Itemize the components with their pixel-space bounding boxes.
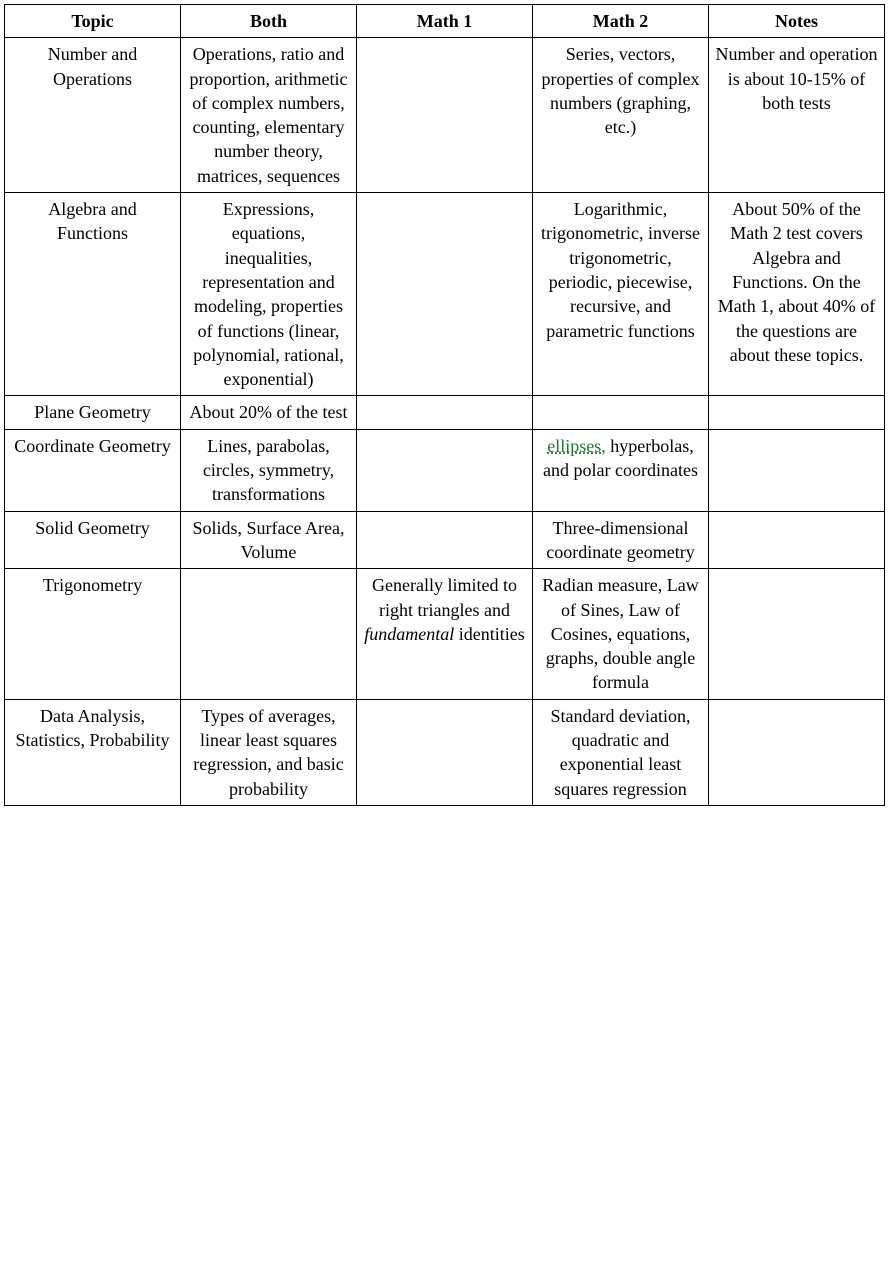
cell-math2: Logarithmic, trigonometric, inverse trig… bbox=[533, 193, 709, 396]
cell-notes: About 50% of the Math 2 test covers Alge… bbox=[709, 193, 885, 396]
col-header-math2: Math 2 bbox=[533, 5, 709, 38]
cell-math1 bbox=[357, 699, 533, 805]
italic-word: fundamental bbox=[364, 624, 454, 644]
cell-topic: Solid Geometry bbox=[5, 511, 181, 569]
table-row: Coordinate Geometry Lines, parabolas, ci… bbox=[5, 429, 885, 511]
table-row: Number and Operations Operations, ratio … bbox=[5, 38, 885, 193]
cell-math1 bbox=[357, 38, 533, 193]
table-row: Trigonometry Generally limited to right … bbox=[5, 569, 885, 699]
cell-text: identities bbox=[454, 624, 525, 644]
table-row: Data Analysis, Statistics, Probability T… bbox=[5, 699, 885, 805]
cell-both: Expressions, equations, inequalities, re… bbox=[181, 193, 357, 396]
cell-both: Lines, parabolas, circles, symmetry, tra… bbox=[181, 429, 357, 511]
col-header-math1: Math 1 bbox=[357, 5, 533, 38]
cell-math2: Series, vectors, properties of complex n… bbox=[533, 38, 709, 193]
cell-math1 bbox=[357, 396, 533, 429]
cell-topic: Coordinate Geometry bbox=[5, 429, 181, 511]
cell-math2: Radian measure, Law of Sines, Law of Cos… bbox=[533, 569, 709, 699]
cell-math1: Generally limited to right triangles and… bbox=[357, 569, 533, 699]
cell-notes bbox=[709, 429, 885, 511]
cell-text: Generally limited to right triangles and bbox=[372, 575, 517, 619]
table-row: Plane Geometry About 20% of the test bbox=[5, 396, 885, 429]
cell-math2: Three-dimensional coordinate geometry bbox=[533, 511, 709, 569]
table-header-row: Topic Both Math 1 Math 2 Notes bbox=[5, 5, 885, 38]
cell-topic: Algebra and Functions bbox=[5, 193, 181, 396]
cell-math1 bbox=[357, 429, 533, 511]
cell-math2 bbox=[533, 396, 709, 429]
cell-topic: Data Analysis, Statistics, Probability bbox=[5, 699, 181, 805]
cell-math1 bbox=[357, 193, 533, 396]
cell-notes bbox=[709, 699, 885, 805]
cell-notes bbox=[709, 511, 885, 569]
table-row: Solid Geometry Solids, Surface Area, Vol… bbox=[5, 511, 885, 569]
col-header-notes: Notes bbox=[709, 5, 885, 38]
cell-notes bbox=[709, 396, 885, 429]
cell-both: Types of averages, linear least squares … bbox=[181, 699, 357, 805]
cell-topic: Plane Geometry bbox=[5, 396, 181, 429]
col-header-topic: Topic bbox=[5, 5, 181, 38]
cell-notes: Number and operation is about 10-15% of … bbox=[709, 38, 885, 193]
cell-math1 bbox=[357, 511, 533, 569]
spellcheck-word: ellipses, bbox=[547, 436, 606, 456]
cell-both bbox=[181, 569, 357, 699]
cell-topic: Number and Operations bbox=[5, 38, 181, 193]
cell-both: Operations, ratio and proportion, arithm… bbox=[181, 38, 357, 193]
cell-math2: ellipses, hyperbolas, and polar coordina… bbox=[533, 429, 709, 511]
col-header-both: Both bbox=[181, 5, 357, 38]
cell-topic: Trigonometry bbox=[5, 569, 181, 699]
cell-math2: Standard deviation, quadratic and expone… bbox=[533, 699, 709, 805]
cell-both: Solids, Surface Area, Volume bbox=[181, 511, 357, 569]
table-row: Algebra and Functions Expressions, equat… bbox=[5, 193, 885, 396]
cell-notes bbox=[709, 569, 885, 699]
comparison-table: Topic Both Math 1 Math 2 Notes Number an… bbox=[4, 4, 885, 806]
cell-both: About 20% of the test bbox=[181, 396, 357, 429]
